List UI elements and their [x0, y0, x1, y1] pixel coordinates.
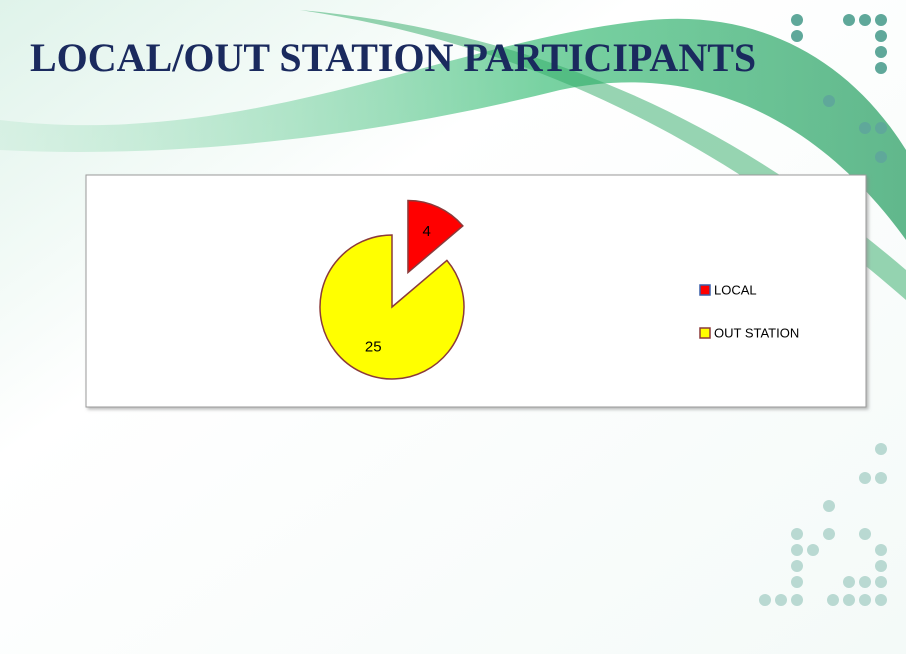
legend-label: LOCAL: [714, 282, 757, 297]
legend-swatch: [699, 284, 711, 296]
chart-area: [85, 174, 867, 408]
pie-slice: [319, 234, 465, 380]
pie-slice: [407, 199, 464, 275]
legend-swatch: [699, 327, 711, 339]
data-label: 4: [423, 223, 431, 240]
legend-label: OUT STATION: [714, 325, 799, 340]
dots-light: [759, 364, 887, 606]
data-label: 25: [365, 338, 382, 355]
chart-title: LOCAL/OUT STATION PARTICIPANTS: [30, 35, 756, 80]
swoosh: [0, 18, 906, 241]
